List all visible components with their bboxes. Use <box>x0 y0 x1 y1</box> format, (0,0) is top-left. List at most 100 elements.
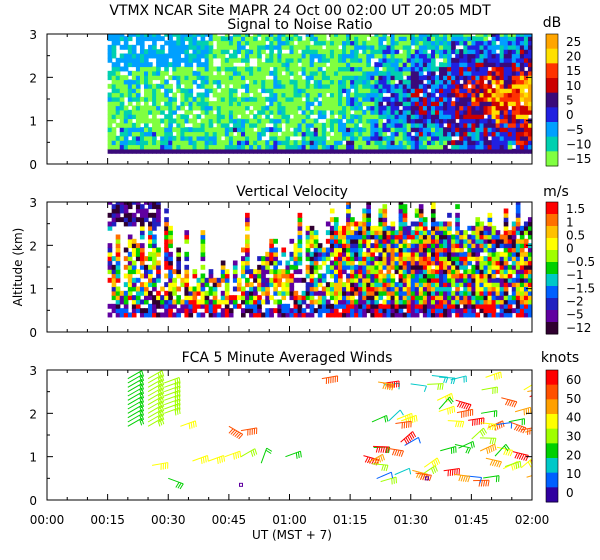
velocity-cell <box>309 264 315 270</box>
snr-cell <box>443 70 448 76</box>
snr-cell <box>390 44 396 50</box>
snr-cell <box>285 83 291 89</box>
velocity-cell <box>152 251 157 257</box>
velocity-cell <box>285 269 291 275</box>
snr-cell <box>439 122 444 128</box>
snr-cell <box>115 144 121 150</box>
velocity-cell <box>475 277 481 283</box>
velocity-cell <box>430 204 436 210</box>
velocity-cell <box>479 260 485 266</box>
snr-cell <box>289 36 295 42</box>
velocity-cell <box>131 286 137 292</box>
velocity-cell <box>463 282 468 288</box>
velocity-cell <box>475 251 481 257</box>
velocity-cell <box>495 230 501 236</box>
snr-cell <box>443 92 448 98</box>
velocity-cell <box>519 251 525 257</box>
snr-cell <box>515 92 521 98</box>
snr-cell <box>511 49 517 55</box>
snr-cell <box>483 105 489 111</box>
snr-cell <box>471 49 477 55</box>
colorbar-label: 15 <box>566 64 581 78</box>
velocity-cell <box>523 221 529 227</box>
snr-cell <box>471 131 477 137</box>
velocity-cell <box>447 312 452 318</box>
velocity-cell <box>402 204 408 210</box>
snr-cell <box>144 101 149 107</box>
snr-cell <box>329 83 335 89</box>
velocity-cell <box>523 225 529 231</box>
snr-cell <box>366 96 371 102</box>
snr-cell <box>394 105 400 111</box>
snr-cell <box>208 135 214 141</box>
velocity-cell <box>370 225 375 231</box>
velocity-cell <box>152 282 157 288</box>
snr-cell <box>216 114 222 120</box>
wind-barb <box>164 390 181 399</box>
velocity-cell <box>333 234 339 240</box>
snr-cell <box>426 122 432 128</box>
snr-cell <box>325 83 331 89</box>
snr-cell <box>471 118 477 124</box>
velocity-cell <box>527 247 532 253</box>
snr-cell <box>321 62 327 68</box>
snr-cell <box>139 36 145 42</box>
velocity-cell <box>378 238 384 244</box>
velocity-cell <box>443 308 448 314</box>
velocity-cell <box>338 273 343 279</box>
velocity-cell <box>426 230 432 236</box>
snr-cell <box>451 83 456 89</box>
snr-cell <box>495 88 501 94</box>
snr-cell <box>338 118 343 124</box>
velocity-cell <box>374 269 380 275</box>
snr-cell <box>519 62 525 68</box>
snr-cell <box>350 131 355 137</box>
snr-cell <box>289 49 295 55</box>
snr-cell <box>443 148 448 154</box>
snr-cell <box>463 101 468 107</box>
snr-cell <box>333 83 339 89</box>
snr-cell <box>394 49 400 55</box>
snr-cell <box>382 36 388 42</box>
velocity-cell <box>358 251 363 257</box>
snr-cell <box>459 118 464 124</box>
snr-cell <box>131 96 137 102</box>
snr-cell <box>475 36 481 42</box>
snr-cell <box>346 135 351 141</box>
snr-cell <box>196 131 202 137</box>
snr-cell <box>499 101 505 107</box>
velocity-cell <box>131 282 137 288</box>
velocity-cell <box>426 277 432 283</box>
snr-cell <box>398 101 404 107</box>
velocity-cell <box>366 247 371 253</box>
snr-cell <box>160 105 165 111</box>
snr-cell <box>386 96 392 102</box>
snr-cell <box>232 75 238 81</box>
velocity-cell <box>495 256 501 262</box>
velocity-cell <box>378 303 384 309</box>
snr-cell <box>418 131 424 137</box>
snr-cell <box>451 105 456 111</box>
wind-barb <box>494 444 510 457</box>
snr-cell <box>338 40 343 46</box>
velocity-cell <box>435 225 440 231</box>
velocity-cell <box>135 295 141 301</box>
snr-cell <box>426 70 432 76</box>
velocity-cell <box>523 251 529 257</box>
snr-cell <box>483 127 489 133</box>
velocity-cell <box>346 303 351 309</box>
snr-cell <box>293 44 299 50</box>
snr-cell <box>390 105 396 111</box>
snr-cell <box>451 36 456 42</box>
snr-cell <box>232 40 238 46</box>
snr-cell <box>180 118 186 124</box>
velocity-cell <box>414 273 420 279</box>
snr-cell <box>301 88 307 94</box>
velocity-cell <box>148 282 153 288</box>
snr-cell <box>402 79 408 85</box>
velocity-cell <box>333 256 339 262</box>
snr-cell <box>475 114 481 120</box>
velocity-cell <box>342 264 347 270</box>
snr-cell <box>414 127 420 133</box>
velocity-cell <box>127 269 133 275</box>
